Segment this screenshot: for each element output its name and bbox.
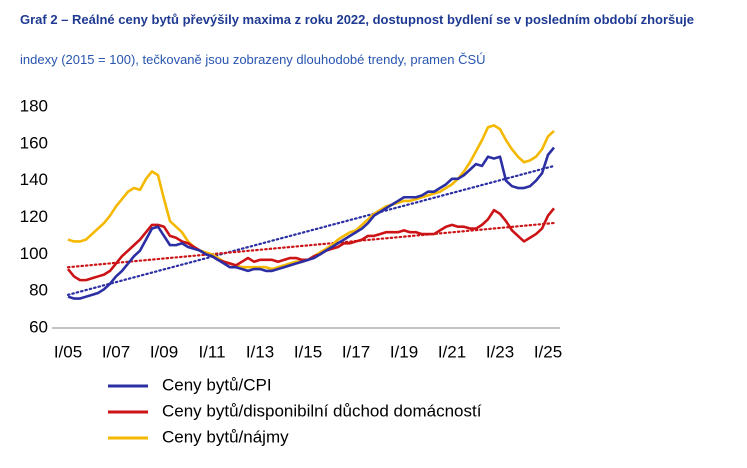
series-line (67, 146, 556, 300)
x-tick-label: I/21 (438, 342, 466, 361)
legend-label: Ceny bytů/nájmy (162, 427, 289, 446)
x-tick-label: I/07 (102, 342, 130, 361)
y-tick-label: 140 (20, 170, 48, 189)
y-tick-label: 180 (20, 96, 48, 115)
trend-line (66, 164, 556, 296)
y-tick-label: 160 (20, 133, 48, 152)
y-tick-label: 60 (29, 317, 48, 336)
chart-title: Graf 2 – Reálné ceny bytů převýšily maxi… (20, 12, 695, 27)
y-tick-label: 100 (20, 244, 48, 263)
legend-label: Ceny bytů/CPI (162, 375, 272, 394)
x-tick-label: I/25 (534, 342, 562, 361)
x-tick-label: I/23 (486, 342, 514, 361)
x-tick-label: I/15 (294, 342, 322, 361)
legend-label: Ceny bytů/disponibilní důchod domácností (162, 401, 482, 420)
trend-line (66, 221, 556, 269)
y-tick-label: 80 (29, 281, 48, 300)
chart-subtitle: indexy (2015 = 100), tečkovaně jsou zobr… (20, 52, 486, 67)
y-tick-label: 120 (20, 207, 48, 226)
x-tick-label: I/11 (198, 342, 225, 361)
x-tick-label: I/19 (390, 342, 418, 361)
x-tick-label: I/17 (342, 342, 370, 361)
x-tick-label: I/09 (150, 342, 178, 361)
x-tick-label: I/13 (246, 342, 274, 361)
x-tick-label: I/05 (54, 342, 82, 361)
